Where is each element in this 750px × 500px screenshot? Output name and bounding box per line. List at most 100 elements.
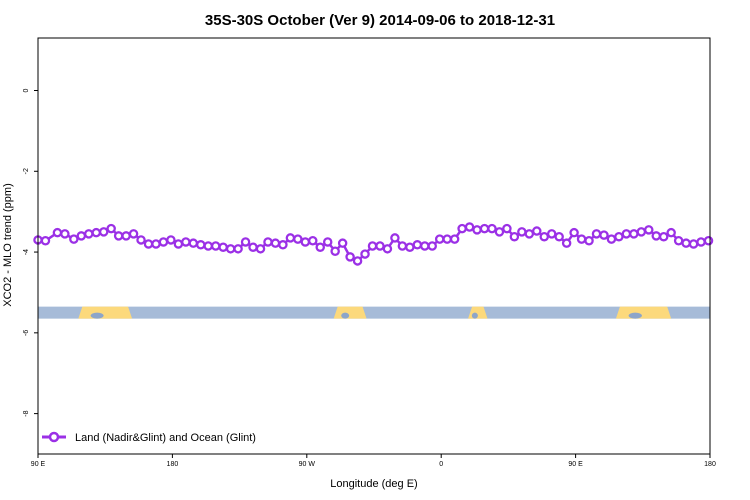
data-point	[345, 252, 355, 262]
y-tick-label-0: 0	[23, 88, 30, 92]
data-point	[196, 240, 206, 250]
data-point	[442, 234, 452, 244]
data-point	[270, 238, 281, 248]
x-tick-label-0: 90 E	[31, 461, 46, 468]
data-point	[599, 230, 609, 240]
legend-label: Land (Nadir&Glint) and Ocean (Glint)	[75, 432, 256, 444]
data-point	[479, 223, 490, 234]
data-point	[240, 237, 251, 247]
surface-land-detail-2	[471, 312, 478, 319]
data-point	[539, 231, 549, 242]
data-point	[502, 223, 512, 234]
data-point	[651, 231, 661, 241]
data-point	[629, 229, 639, 239]
data-point	[300, 237, 311, 247]
surface-land-patch-3	[615, 306, 672, 319]
y-axis-label: XCO2 - MLO trend (ppm)	[2, 183, 14, 306]
x-tick-label-4: 90 E	[568, 461, 583, 468]
data-point	[158, 237, 169, 247]
data-point	[263, 237, 273, 247]
plot-frame	[37, 37, 711, 455]
data-point	[524, 229, 535, 239]
data-point	[375, 241, 385, 251]
data-point	[218, 242, 228, 252]
data-point	[606, 234, 617, 244]
y-tick-label-4: -8	[23, 410, 30, 416]
data-point	[434, 234, 445, 244]
data-point	[457, 223, 467, 234]
data-point	[278, 240, 288, 250]
data-point	[181, 237, 191, 247]
data-point	[360, 249, 370, 259]
data-point	[517, 227, 527, 237]
data-point	[673, 235, 684, 246]
data-point	[494, 227, 505, 237]
surface-land-patch-1	[333, 306, 367, 319]
x-axis-label: Longitude (deg E)	[330, 478, 417, 490]
data-point	[151, 239, 161, 249]
data-point	[52, 227, 63, 238]
data-point	[681, 238, 691, 248]
data-point	[315, 242, 325, 252]
data-point	[285, 233, 296, 243]
data-point	[136, 235, 146, 245]
data-point	[84, 229, 94, 239]
x-tick-label-2: 90 W	[299, 461, 316, 468]
data-point	[98, 227, 109, 237]
data-point	[60, 229, 70, 239]
data-point	[233, 244, 243, 254]
surface-land-detail-3	[628, 312, 642, 319]
plot-area	[33, 222, 714, 319]
data-point	[405, 242, 415, 252]
data-point	[509, 231, 520, 242]
legend-marker	[48, 431, 60, 443]
data-point	[91, 227, 101, 238]
data-point	[644, 225, 654, 235]
chart-title: 35S-30S October (Ver 9) 2014-09-06 to 20…	[205, 12, 555, 29]
surface-land-patch-0	[78, 306, 133, 319]
data-point	[255, 244, 266, 254]
data-point	[658, 231, 669, 242]
data-point	[143, 239, 154, 249]
data-point	[382, 244, 393, 254]
data-point	[472, 225, 482, 235]
data-point	[397, 241, 408, 251]
data-point	[591, 229, 602, 239]
data-point	[688, 239, 699, 249]
data-point	[390, 233, 400, 243]
data-point	[584, 235, 594, 246]
y-tick-label-1: -2	[23, 168, 30, 174]
data-point	[69, 234, 79, 244]
y-tick-label-3: -6	[23, 330, 30, 336]
y-axis: 0 -2 -4 -6 -8	[23, 88, 38, 417]
data-point	[76, 231, 87, 241]
data-point	[546, 229, 557, 239]
data-point	[614, 231, 624, 242]
data-point	[113, 231, 124, 241]
x-tick-label-5: 180	[704, 461, 716, 468]
data-point	[293, 234, 303, 244]
data-point	[666, 227, 676, 238]
data-point	[203, 241, 213, 251]
data-point	[569, 227, 579, 238]
data-point	[210, 241, 221, 251]
data-point	[696, 237, 706, 247]
data-point	[464, 222, 475, 232]
data-point	[322, 237, 333, 247]
data-point	[225, 244, 236, 254]
x-tick-label-1: 180	[167, 461, 179, 468]
data-point	[330, 246, 340, 257]
data-point	[449, 234, 460, 244]
data-point	[166, 235, 176, 245]
data-point	[487, 223, 497, 234]
x-axis: 90 E 180 90 W 0 90 E 180	[31, 454, 716, 468]
data-point	[352, 256, 363, 266]
data-point	[420, 241, 430, 251]
x-tick-label-3: 0	[439, 461, 443, 468]
data-point	[367, 241, 378, 251]
data-point	[106, 223, 116, 234]
data-point	[703, 235, 714, 246]
data-point	[427, 241, 437, 251]
data-point	[188, 238, 199, 248]
y-tick-label-2: -4	[23, 249, 30, 255]
